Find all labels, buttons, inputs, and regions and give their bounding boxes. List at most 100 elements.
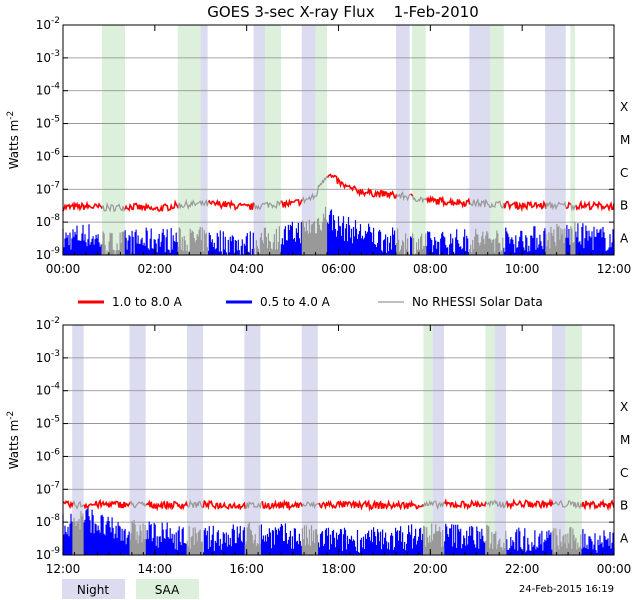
class-label: B <box>620 499 628 513</box>
series-no-rhessi <box>101 201 126 213</box>
series-1.0-8.0-A <box>318 499 425 512</box>
y-tick-label: 10-5 <box>36 415 60 431</box>
x-tick-label: 02:00 <box>138 262 173 276</box>
series-no-rhessi <box>244 501 262 510</box>
y-axis-label: Watts m-2 <box>6 411 21 470</box>
class-label: A <box>620 232 629 246</box>
series-0.5-4.0-A-no-rhessi <box>72 511 582 555</box>
series-no-rhessi <box>469 198 505 209</box>
class-label: X <box>620 100 628 114</box>
y-tick-label: 10-6 <box>36 147 61 163</box>
class-label: C <box>620 166 628 180</box>
y-tick-label: 10-4 <box>36 382 61 398</box>
class-label: A <box>620 532 629 546</box>
night-legend-swatch <box>62 579 125 599</box>
night-band <box>301 25 316 255</box>
series-no-rhessi <box>72 500 85 510</box>
series-1.0-8.0-A <box>410 193 414 197</box>
y-tick-label: 10-3 <box>36 349 60 365</box>
saa-band <box>565 325 582 555</box>
x-tick-label: 08:00 <box>413 262 448 276</box>
series-1.0-8.0-A <box>565 201 572 209</box>
y-tick-label: 10-3 <box>36 49 60 65</box>
y-axis-label: Watts m-2 <box>6 111 21 170</box>
saa-band <box>570 25 575 255</box>
series-no-rhessi <box>253 200 282 211</box>
night-band <box>494 325 507 555</box>
night-band <box>469 25 491 255</box>
series-no-rhessi <box>552 499 583 509</box>
class-label: B <box>620 199 628 213</box>
night-band <box>253 25 266 255</box>
x-tick-label: 12:00 <box>597 262 632 276</box>
series-1.0-8.0-A <box>62 200 103 212</box>
class-label: X <box>620 400 628 414</box>
series-no-rhessi <box>129 500 147 509</box>
x-tick-label: 14:00 <box>138 562 173 576</box>
night-band <box>129 325 146 555</box>
footer: Night SAA 24-Feb-2015 16:19 <box>62 579 614 599</box>
y-tick-label: 10-4 <box>36 82 61 98</box>
legend-label: No RHESSI Solar Data <box>412 295 543 309</box>
chart-title: GOES 3-sec X-ray Flux 1-Feb-2010 <box>207 3 479 21</box>
series-1.0-8.0-A <box>261 499 304 512</box>
series-no-rhessi <box>177 198 209 210</box>
saa-band <box>177 25 201 255</box>
x-tick-label: 06:00 <box>321 262 356 276</box>
series-1.0-8.0-A <box>124 199 179 212</box>
night-band <box>301 325 318 555</box>
saa-band <box>265 25 282 255</box>
class-label: C <box>620 466 628 480</box>
series-1.0-8.0-A <box>83 498 131 510</box>
series-0.5-4.0-A-no-rhessi <box>101 206 576 255</box>
series-1.0-8.0-A <box>145 499 188 512</box>
night-band <box>72 325 84 555</box>
night-legend-label: Night <box>77 583 110 597</box>
series-1.0-8.0-A <box>425 194 471 209</box>
y-tick-label: 10-2 <box>36 16 60 32</box>
x-tick-label: 04:00 <box>229 262 264 276</box>
x-tick-label: 00:00 <box>597 562 632 576</box>
series-1.0-8.0-A <box>581 498 615 512</box>
night-band <box>186 325 204 555</box>
series-0.5-4.0-A <box>62 209 615 255</box>
x-tick-label: 16:00 <box>229 562 264 576</box>
series-no-rhessi <box>301 501 319 510</box>
saa-band <box>485 325 495 555</box>
x-tick-label: 00:00 <box>46 262 81 276</box>
series-1.0-8.0-A <box>202 499 247 511</box>
x-tick-label: 12:00 <box>46 562 81 576</box>
series-no-rhessi <box>423 499 446 511</box>
series-1.0-8.0-A <box>207 198 255 211</box>
plot-panel-2: 10-9 10-8 10-7 10-6 10-5 10-4 10-3 10-2 A B C M X 12:… <box>6 316 631 576</box>
series-1.0-8.0-A <box>506 498 554 511</box>
x-tick-label: 22:00 <box>505 562 540 576</box>
saa-band <box>490 25 504 255</box>
night-band <box>545 25 566 255</box>
series-no-rhessi <box>301 175 328 205</box>
saa-band <box>102 25 125 255</box>
series-no-rhessi <box>396 191 411 202</box>
series-1.0-8.0-A <box>326 173 398 200</box>
series-no-rhessi <box>186 499 204 509</box>
series-no-rhessi <box>412 196 428 204</box>
class-label: M <box>620 433 630 447</box>
y-tick-label: 10-9 <box>36 246 61 262</box>
series-1.0-8.0-A <box>62 500 74 510</box>
night-band <box>196 25 208 255</box>
saa-band <box>411 25 426 255</box>
series-1.0-8.0-A <box>503 200 547 213</box>
plot-panel-1: 10-9 10-8 10-7 10-6 10-5 10-4 10-3 10-2 A B C M X 00:… <box>6 16 631 276</box>
saa-legend-label: SAA <box>155 583 180 597</box>
legend-label: 0.5 to 4.0 A <box>260 295 331 309</box>
y-tick-label: 10-7 <box>36 180 60 196</box>
series-no-rhessi <box>545 200 567 211</box>
y-tick-label: 10-7 <box>36 480 60 496</box>
saa-band <box>423 325 433 555</box>
class-label: M <box>620 133 630 147</box>
legend-label: 1.0 to 8.0 A <box>112 295 183 309</box>
y-tick-label: 10-8 <box>36 513 61 529</box>
night-band <box>552 325 566 555</box>
y-tick-label: 10-8 <box>36 213 61 229</box>
